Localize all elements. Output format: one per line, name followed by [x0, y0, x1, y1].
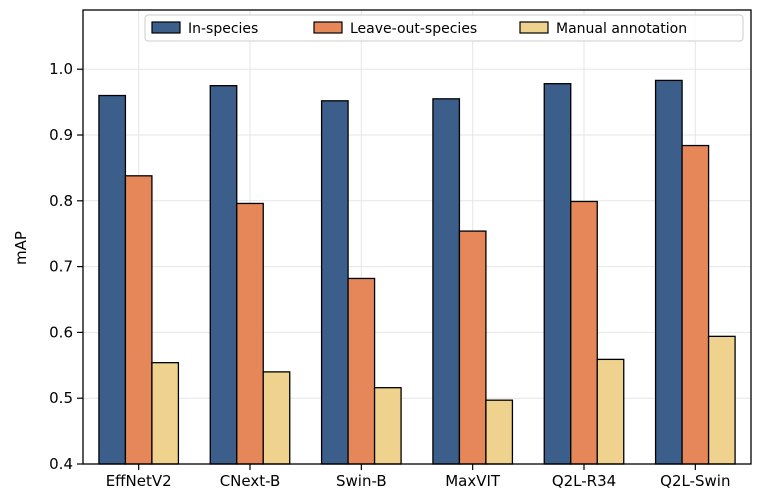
y-tick-label: 0.9 — [49, 126, 73, 144]
x-tick-label: Q2L-Swin — [660, 472, 730, 490]
bar-manual-annotation-swin-b — [373, 387, 402, 465]
bar-in-species-effnetv2 — [98, 94, 127, 465]
bar-manual-annotation-maxvit — [485, 399, 514, 465]
x-tick-label: MaxVIT — [445, 472, 501, 490]
legend: In-species Leave-out-species Manual annota… — [144, 14, 744, 42]
x-tick-label: Q2L-R34 — [552, 472, 616, 490]
gridlines — [83, 10, 751, 465]
y-tick-label: 0.6 — [49, 323, 73, 341]
bars — [98, 79, 736, 465]
x-axis-ticks: EffNetV2 CNext-B Swin-B MaxVIT Q2L-R34 Q2L-Sw… — [106, 464, 730, 490]
bar-manual-annotation-q2l-r34 — [596, 358, 625, 465]
legend-label: In-species — [188, 21, 258, 37]
y-tick-label: 0.8 — [49, 192, 73, 210]
legend-swatch — [519, 21, 549, 34]
bar-leave-out-species-effnetv2 — [124, 175, 153, 465]
plot-frame — [82, 9, 752, 465]
bar-manual-annotation-effnetv2 — [151, 362, 180, 465]
bar-leave-out-species-q2l-swin — [681, 144, 710, 465]
bar-manual-annotation-q2l-swin — [707, 335, 736, 465]
y-tick-label: 0.7 — [49, 258, 73, 276]
x-tick-label: CNext-B — [220, 472, 281, 490]
x-tick-label: Swin-B — [336, 472, 387, 490]
legend-swatch — [313, 21, 343, 34]
bar-in-species-maxvit — [432, 98, 461, 465]
y-tick-label: 0.4 — [49, 455, 73, 473]
bar-in-species-swin-b — [320, 100, 349, 465]
legend-swatch — [151, 21, 181, 34]
bar-in-species-cnext-b — [209, 85, 238, 465]
bar-manual-annotation-cnext-b — [262, 371, 291, 465]
legend-label: Manual annotation — [556, 21, 687, 37]
y-axis-ticks: 0.4 0.5 0.6 0.7 0.8 0.9 1.0 — [49, 60, 83, 473]
y-axis-label: mAP — [12, 231, 30, 265]
y-tick-label: 1.0 — [49, 60, 73, 78]
y-tick-label: 0.5 — [49, 389, 73, 407]
bar-in-species-q2l-r34 — [543, 83, 572, 465]
bar-leave-out-species-swin-b — [347, 277, 376, 465]
bar-in-species-q2l-swin — [654, 79, 683, 465]
legend-box — [144, 14, 744, 42]
legend-label: Leave-out-species — [350, 21, 477, 37]
bar-leave-out-species-maxvit — [458, 230, 487, 465]
x-tick-label: EffNetV2 — [106, 472, 172, 490]
bar-leave-out-species-q2l-r34 — [570, 200, 598, 465]
bar-leave-out-species-cnext-b — [236, 202, 264, 465]
